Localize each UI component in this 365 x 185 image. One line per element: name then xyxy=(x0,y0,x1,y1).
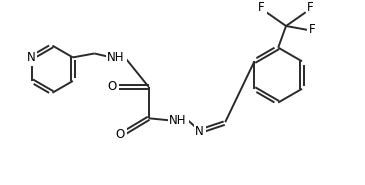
Text: O: O xyxy=(116,128,125,142)
Text: NH: NH xyxy=(169,114,187,127)
Text: F: F xyxy=(309,23,316,36)
Text: O: O xyxy=(108,80,117,93)
Text: NH: NH xyxy=(107,51,125,64)
Text: F: F xyxy=(307,1,314,14)
Text: N: N xyxy=(195,125,204,139)
Text: F: F xyxy=(258,1,265,14)
Text: N: N xyxy=(27,51,35,64)
